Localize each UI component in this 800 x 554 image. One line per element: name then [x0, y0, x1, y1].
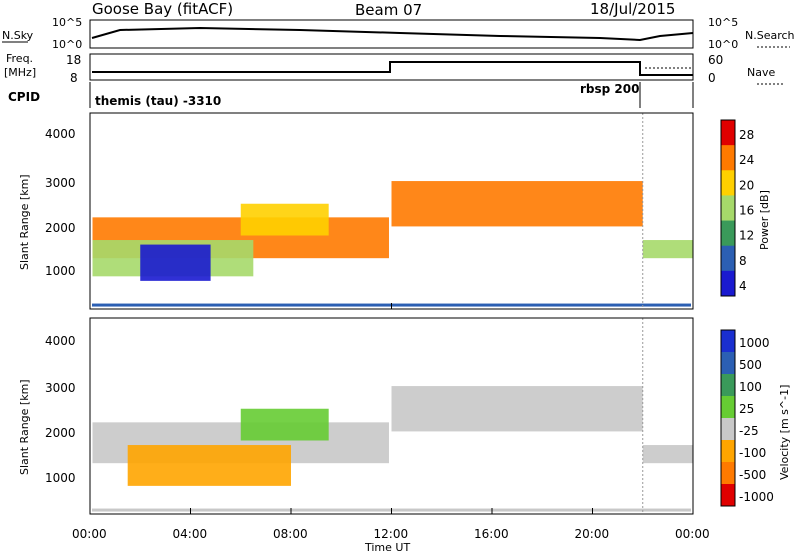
colorbar-segment [721, 396, 735, 419]
freq-panel-frame [89, 53, 694, 81]
colorbar-tick-label: -1000 [739, 490, 774, 504]
power-colorbar-label: Power [dB] [758, 190, 771, 250]
velocity-colorbar: 1000 500 100 25 -25 -100 -500 -1000 [720, 329, 774, 507]
colorbar-tick-label: 20 [739, 178, 754, 192]
heatmap-region [642, 240, 693, 259]
station-title: Goose Bay (fitACF) [92, 0, 233, 18]
colorbar-segment [721, 195, 735, 222]
colorbar-tick-label: 25 [739, 402, 754, 416]
colorbar-segment [721, 330, 735, 353]
colorbar-tick-label: 100 [739, 380, 762, 394]
velocity-ytick-3000: 3000 [45, 381, 76, 395]
colorbar-tick-label: -100 [739, 446, 766, 460]
noise-panel-frame [89, 19, 694, 49]
freq-left-label-2: [MHz] [4, 66, 36, 79]
colorbar-tick-label: 1000 [739, 336, 770, 350]
time-tick-label: 20:00 [575, 527, 610, 541]
power-heatmap-panel: Slant Range [km] 4000 3000 2000 1000 [18, 112, 694, 310]
time-tick-label: 00:00 [72, 527, 107, 541]
velocity-colorbar-label: Velocity [m s^-1] [778, 385, 791, 480]
time-tick-label: 04:00 [173, 527, 208, 541]
freq-left-tick-top: 18 [66, 53, 81, 67]
heatmap-region [642, 445, 693, 464]
colorbar-segment [721, 220, 735, 247]
colorbar-frame [720, 119, 736, 297]
velocity-heatmap-panel: Slant Range [km] 4000 3000 2000 1000 [18, 317, 694, 515]
colorbar-tick-label: 500 [739, 358, 762, 372]
colorbar-tick-label: 28 [739, 128, 754, 142]
noise-left-tick-bottom: 10^0 [52, 38, 82, 51]
time-axis: 00:00 04:00 08:00 12:00 16:00 20:00 00:00 [72, 508, 710, 541]
noise-sky-trace [91, 26, 694, 42]
noise-right-tick-top: 10^5 [708, 16, 738, 29]
colorbar-segment [721, 145, 735, 171]
time-tick-label: 16:00 [474, 527, 509, 541]
colorbar-tick-label: -500 [739, 468, 766, 482]
cpid-program-1: themis (tau) -3310 [95, 94, 221, 108]
colorbar-tick-label: 24 [739, 153, 754, 167]
power-cells-group [92, 113, 693, 309]
colorbar-segment [721, 170, 735, 196]
colorbar-tick-label: 16 [739, 204, 754, 218]
colorbar-segment [721, 120, 735, 146]
colorbar-tick-label: -25 [739, 424, 759, 438]
freq-left-label-1: Freq. [6, 52, 33, 65]
noise-left-label: N.Sky [2, 29, 34, 42]
heatmap-region [391, 181, 643, 227]
velocity-ylabel: Slant Range [km] [18, 379, 31, 475]
heatmap-region [240, 408, 329, 441]
cpid-label: CPID [8, 90, 40, 104]
heatmap-region [127, 445, 291, 486]
noise-right-tick-bottom: 10^0 [708, 38, 738, 51]
time-tick-label: 12:00 [374, 527, 409, 541]
time-tick-label: 00:00 [675, 527, 710, 541]
time-axis-label: Time UT [364, 541, 410, 554]
colorbar-frame [720, 329, 736, 507]
colorbar-tick-label: 8 [739, 254, 747, 268]
colorbar-tick-label: 4 [739, 279, 747, 293]
colorbar-segment [721, 352, 735, 375]
heatmap-region [140, 244, 211, 281]
power-ytick-1000: 1000 [45, 264, 76, 278]
power-ytick-3000: 3000 [45, 176, 76, 190]
colorbar-segment [721, 374, 735, 397]
power-ylabel: Slant Range [km] [18, 174, 31, 270]
colorbar-segment [721, 418, 735, 441]
freq-right-tick-bottom: 0 [708, 71, 716, 85]
freq-right-tick-top: 60 [708, 53, 723, 67]
colorbar-segment [721, 440, 735, 463]
cpid-program-2: rbsp 200 [580, 82, 639, 96]
noise-left-tick-top: 10^5 [52, 16, 82, 29]
noise-right-label: N.Search [745, 29, 795, 42]
date-label: 18/Jul/2015 [590, 0, 675, 18]
colorbar-tick-label: 12 [739, 229, 754, 243]
heatmap-region [240, 203, 329, 236]
power-panel-frame [89, 112, 694, 310]
freq-left-tick-bottom: 8 [70, 71, 78, 85]
beam-label: Beam 07 [355, 1, 422, 19]
colorbar-segment [721, 484, 735, 507]
power-ytick-2000: 2000 [45, 221, 76, 235]
time-tick-label: 08:00 [273, 527, 308, 541]
velocity-ytick-1000: 1000 [45, 471, 76, 485]
freq-trace [92, 61, 693, 76]
velocity-ytick-4000: 4000 [45, 334, 76, 348]
colorbar-segment [721, 462, 735, 485]
power-ytick-4000: 4000 [45, 127, 76, 141]
power-colorbar: 28 24 20 16 12 8 4 [720, 119, 754, 297]
velocity-ytick-2000: 2000 [45, 426, 76, 440]
freq-right-label: Nave [747, 66, 775, 79]
colorbar-segment [721, 245, 735, 272]
heatmap-region [391, 386, 643, 432]
colorbar-segment [721, 270, 735, 297]
